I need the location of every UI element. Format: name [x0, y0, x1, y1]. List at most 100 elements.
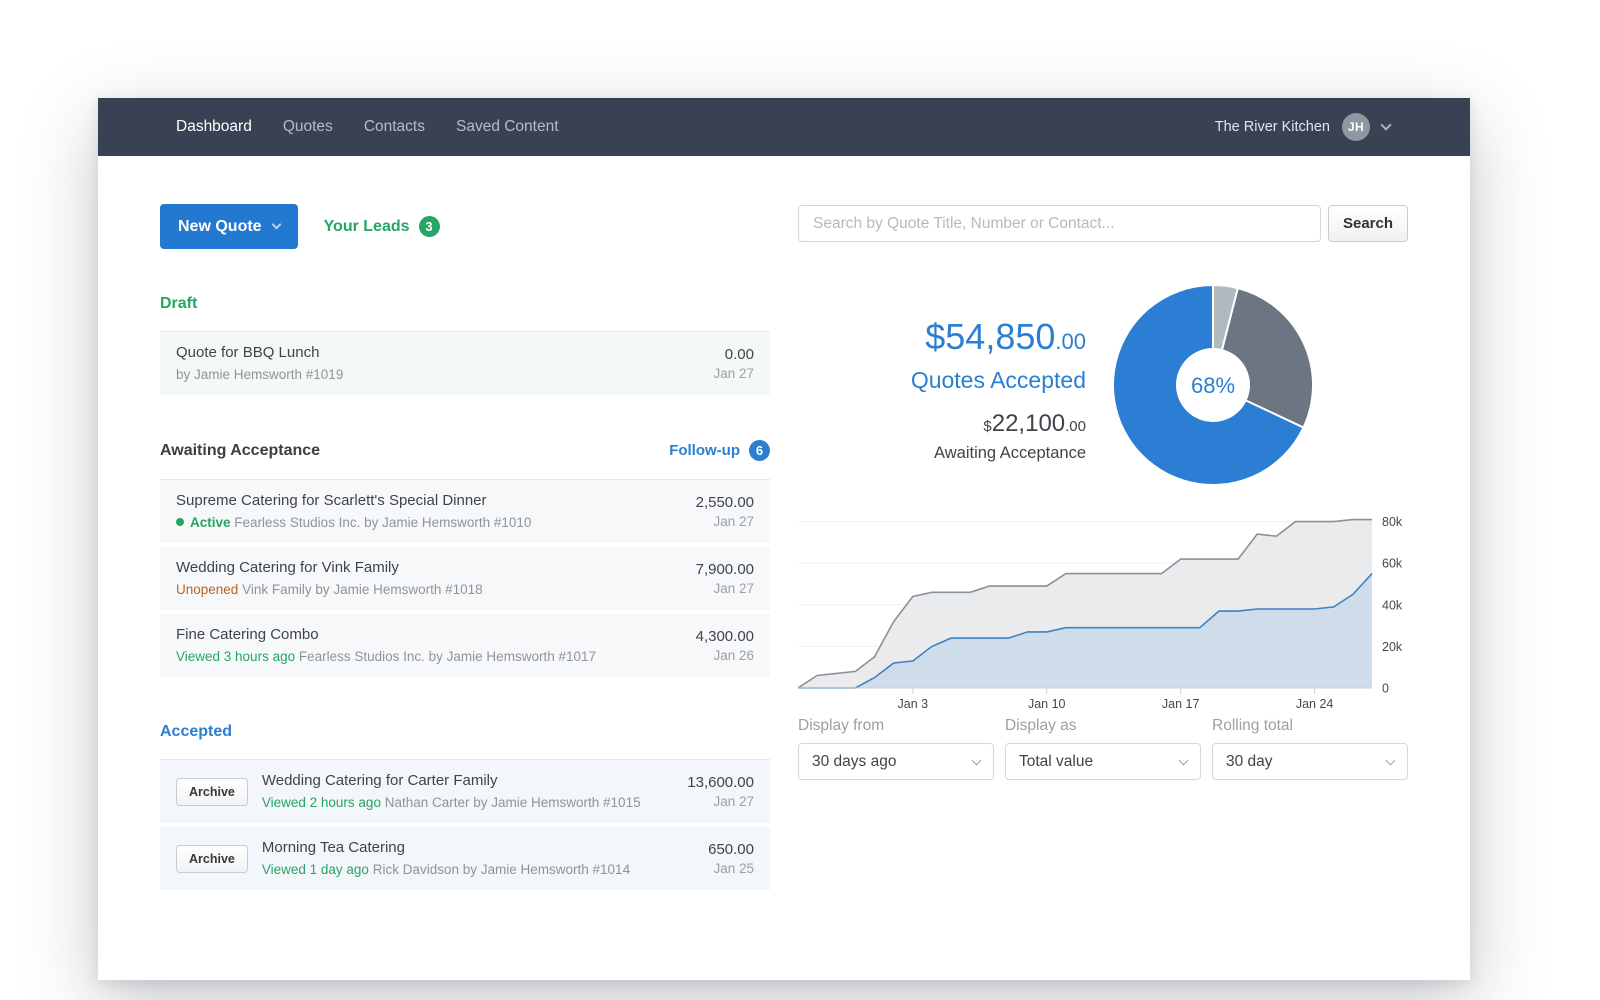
quote-meta-text: by Jamie Hemsworth #1019 [176, 367, 343, 382]
quote-date: Jan 25 [708, 861, 754, 876]
quote-row-main: Wedding Catering for Vink FamilyUnopened… [176, 558, 676, 599]
toolbar: New Quote Your Leads 3 [160, 204, 770, 249]
quote-date: Jan 27 [696, 581, 754, 596]
quote-meta-text: Rick Davidson by Jamie Hemsworth #1014 [373, 862, 630, 877]
avatar[interactable]: JH [1342, 113, 1370, 141]
section-title: Draft [160, 294, 197, 313]
nav-items: Dashboard Quotes Contacts Saved Content [176, 118, 559, 136]
x-tick-label: Jan 24 [1296, 697, 1334, 711]
quote-amount: 2,550.00 [696, 494, 754, 511]
account-menu[interactable]: The River Kitchen JH [1215, 113, 1390, 141]
quote-row[interactable]: Quote for BBQ Lunch by Jamie Hemsworth #1… [160, 332, 770, 395]
filter-label: Display from [798, 717, 994, 735]
quote-row-main: Supreme Catering for Scarlett's Special … [176, 491, 676, 532]
dashboard-panel: Search $54,850.00 Quotes Accepted $22,10… [798, 205, 1408, 865]
quote-date: Jan 26 [696, 648, 754, 663]
section-awaiting-acceptance: Awaiting AcceptanceFollow-up6 Supreme Cat… [160, 440, 770, 677]
quote-date: Jan 27 [687, 794, 754, 809]
quote-meta-text: Nathan Carter by Jamie Hemsworth #1015 [385, 795, 641, 810]
chevron-down-icon [972, 755, 982, 765]
quote-row[interactable]: Wedding Catering for Vink FamilyUnopened… [160, 547, 770, 610]
quote-row[interactable]: Archive Wedding Catering for Carter Famil… [160, 760, 770, 823]
x-tick-label: Jan 17 [1162, 697, 1200, 711]
quote-amount: 7,900.00 [696, 561, 754, 578]
archive-button[interactable]: Archive [176, 778, 248, 806]
quote-row[interactable]: Archive Morning Tea CateringViewed 1 day … [160, 827, 770, 890]
quote-amount: 650.00 [708, 841, 754, 858]
quote-row-main: Morning Tea CateringViewed 1 day ago Ric… [262, 838, 688, 879]
quote-date: Jan 27 [713, 366, 754, 381]
quote-row[interactable]: Fine Catering ComboViewed 3 hours ago Fe… [160, 614, 770, 677]
quote-sections: Draft Quote for BBQ Lunch by Jamie Hemswor… [160, 294, 770, 890]
quote-row-main: Quote for BBQ Lunch by Jamie Hemsworth #1… [176, 343, 693, 384]
select-value: 30 day [1226, 753, 1273, 771]
search-button[interactable]: Search [1328, 205, 1408, 242]
quote-meta: Viewed 3 hours ago Fearless Studios Inc.… [176, 647, 676, 666]
archive-button[interactable]: Archive [176, 845, 248, 873]
quote-date: Jan 27 [696, 514, 754, 529]
new-quote-button[interactable]: New Quote [160, 204, 298, 249]
accepted-label: Quotes Accepted [798, 366, 1086, 394]
new-quote-label: New Quote [178, 218, 262, 236]
top-nav: Dashboard Quotes Contacts Saved Content The… [98, 98, 1470, 156]
search-bar: Search [798, 205, 1408, 242]
nav-item-dashboard[interactable]: Dashboard [176, 118, 252, 136]
status-dot-icon [176, 518, 184, 526]
chevron-down-icon [1380, 119, 1391, 130]
quotes-list-panel: New Quote Your Leads 3 Draft Quote for BB… [160, 204, 770, 894]
quote-status: Active [190, 515, 231, 530]
accepted-amount: $54,850.00 [798, 317, 1086, 362]
quote-meta: Unopened Vink Family by Jamie Hemsworth … [176, 580, 676, 599]
section-accepted: Accepted Archive Wedding Catering for Cart… [160, 722, 770, 890]
quote-row-main: Fine Catering ComboViewed 3 hours ago Fe… [176, 625, 676, 666]
chevron-down-icon [1386, 755, 1396, 765]
display-as-select[interactable]: Total value [1005, 743, 1201, 780]
quote-row-values: 2,550.00 Jan 27 [696, 494, 754, 529]
filter-rolling-total: Rolling total 30 day [1212, 717, 1408, 780]
filter-label: Rolling total [1212, 717, 1408, 735]
nav-item-contacts[interactable]: Contacts [364, 118, 425, 136]
follow-up-label: Follow-up [669, 442, 740, 459]
nav-item-saved-content[interactable]: Saved Content [456, 118, 559, 136]
y-tick-label: 20k [1382, 640, 1403, 654]
section-draft: Draft Quote for BBQ Lunch by Jamie Hemswor… [160, 294, 770, 395]
quote-status: Viewed 2 hours ago [262, 795, 381, 810]
y-tick-label: 0 [1382, 682, 1389, 696]
quote-row[interactable]: Supreme Catering for Scarlett's Special … [160, 480, 770, 543]
section-header: Draft [160, 294, 770, 313]
display-from-select[interactable]: 30 days ago [798, 743, 994, 780]
quote-meta: Active Fearless Studios Inc. by Jamie He… [176, 513, 676, 532]
quote-row-main: Wedding Catering for Carter Family Viewed… [262, 771, 667, 812]
chevron-down-icon [1179, 755, 1189, 765]
select-value: Total value [1019, 753, 1093, 771]
awaiting-label: Awaiting Acceptance [798, 444, 1086, 463]
section-header: Awaiting AcceptanceFollow-up6 [160, 440, 770, 461]
quote-title: Supreme Catering for Scarlett's Special … [176, 491, 676, 511]
nav-item-quotes[interactable]: Quotes [283, 118, 333, 136]
quote-status: Viewed 3 hours ago [176, 649, 295, 664]
quote-row-values: 0.00Jan 27 [713, 346, 754, 381]
x-tick-label: Jan 10 [1028, 697, 1066, 711]
quotes-area-chart: 020k40k60k80kJan 3Jan 10Jan 17Jan 24 [798, 505, 1418, 715]
quote-meta-text: Vink Family by Jamie Hemsworth #1018 [242, 582, 483, 597]
quote-amount: 4,300.00 [696, 628, 754, 645]
quote-meta-text: Fearless Studios Inc. by Jamie Hemsworth… [299, 649, 596, 664]
chart-filters: Display from30 days agoDisplay asTotal v… [798, 717, 1408, 780]
quote-row-values: 7,900.00 Jan 27 [696, 561, 754, 596]
quote-status: Unopened [176, 582, 238, 597]
search-input[interactable] [798, 205, 1321, 242]
rolling-total-select[interactable]: 30 day [1212, 743, 1408, 780]
your-leads-link[interactable]: Your Leads 3 [324, 216, 440, 237]
section-header: Accepted [160, 722, 770, 741]
quote-title: Quote for BBQ Lunch [176, 343, 693, 363]
quote-row-values: 650.00 Jan 25 [708, 841, 754, 876]
select-value: 30 days ago [812, 753, 896, 771]
quote-title: Wedding Catering for Carter Family [262, 771, 667, 791]
quote-meta: Viewed 1 day ago Rick Davidson by Jamie … [262, 860, 688, 879]
follow-up-link[interactable]: Follow-up6 [669, 440, 770, 461]
quotes-donut-chart: 68% [1108, 280, 1318, 490]
filter-display-from: Display from 30 days ago [798, 717, 994, 780]
quote-amount: 13,600.00 [687, 774, 754, 791]
your-leads-label: Your Leads [324, 218, 410, 236]
quote-meta: by Jamie Hemsworth #1019 [176, 365, 693, 384]
